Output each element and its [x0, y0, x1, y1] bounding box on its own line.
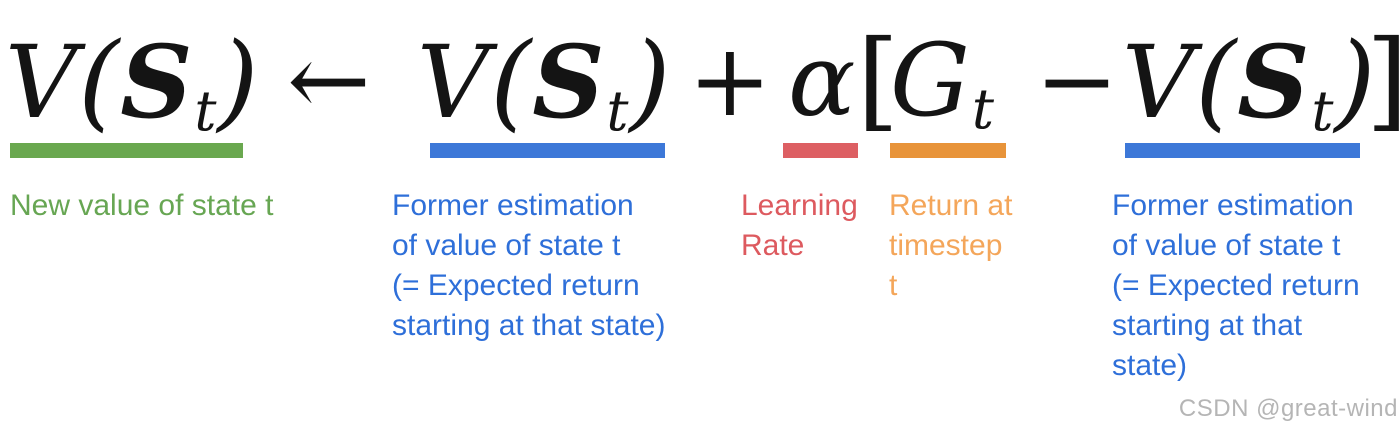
annotation-line: Rate — [741, 229, 805, 262]
annotation-line: Return at — [889, 189, 1013, 222]
alpha-symbol: α — [788, 22, 857, 139]
v-symbol: V — [417, 24, 491, 141]
annotation-new-value: New value of state t — [10, 186, 273, 226]
close-paren: ) — [217, 20, 260, 142]
close-bracket: ] — [1366, 0, 1400, 162]
term-former-value-v-st-2: V(St) — [1122, 0, 1376, 192]
annotation-line: starting at that state) — [392, 309, 666, 342]
t-subscript: t — [194, 79, 218, 144]
underline-new-value — [10, 143, 243, 158]
underline-former-estimation-2 — [1125, 143, 1360, 158]
open-paren: ( — [1195, 20, 1238, 142]
annotation-line: Former estimation — [392, 189, 634, 222]
annotation-line: (= Expected return — [392, 269, 640, 302]
open-bracket: [ — [857, 18, 901, 143]
annotation-return-at-timestep: Return at timestep t — [889, 186, 1012, 306]
open-paren: ( — [78, 20, 121, 142]
v-symbol: V — [1122, 24, 1196, 141]
annotation-line: Learning — [741, 189, 858, 222]
underline-former-estimation-1 — [430, 143, 665, 158]
t-subscript: t — [1311, 79, 1335, 144]
plus-symbol: + — [688, 22, 772, 139]
annotation-line: New value of state t — [10, 189, 274, 222]
term-new-value-v-st: V(St) — [5, 0, 259, 192]
annotation-former-estimation-2: Former estimation of value of state t (=… — [1112, 186, 1360, 386]
annotation-line: of value of state t — [392, 229, 621, 262]
close-paren: ) — [629, 20, 672, 142]
close-paren: ) — [1334, 20, 1377, 142]
term-former-value-v-st: V(St) — [417, 0, 671, 192]
s-symbol: S — [1237, 23, 1311, 141]
g-symbol: G — [890, 22, 971, 139]
s-symbol: S — [532, 23, 606, 141]
term-return-g-t: Gt — [890, 0, 995, 190]
annotation-former-estimation-1: Former estimation of value of state t (=… — [392, 186, 665, 346]
s-symbol: S — [120, 23, 194, 141]
v-symbol: V — [5, 24, 79, 141]
left-arrow-symbol: ← — [287, 22, 371, 139]
annotation-line: (= Expected return — [1112, 269, 1360, 302]
t-subscript: t — [606, 79, 630, 144]
csdn-watermark: CSDN @great-wind — [1178, 395, 1398, 422]
annotation-line: starting at that — [1112, 309, 1303, 342]
annotation-line: state) — [1112, 349, 1188, 382]
value-update-equation: V(St) ← V(St) + α [ Gt − V(St) ] — [0, 0, 1400, 162]
annotation-learning-rate: Learning Rate — [741, 186, 858, 266]
annotation-line: timestep — [889, 229, 1003, 262]
open-paren: ( — [490, 20, 533, 142]
minus-symbol: − — [1035, 22, 1119, 139]
annotation-line: t — [889, 269, 898, 302]
underline-learning-rate — [783, 143, 858, 158]
annotation-line: Former estimation — [1112, 189, 1354, 222]
t-subscript: t — [971, 77, 995, 142]
annotation-line: of value of state t — [1112, 229, 1341, 262]
underline-return-at-timestep — [890, 143, 1006, 158]
